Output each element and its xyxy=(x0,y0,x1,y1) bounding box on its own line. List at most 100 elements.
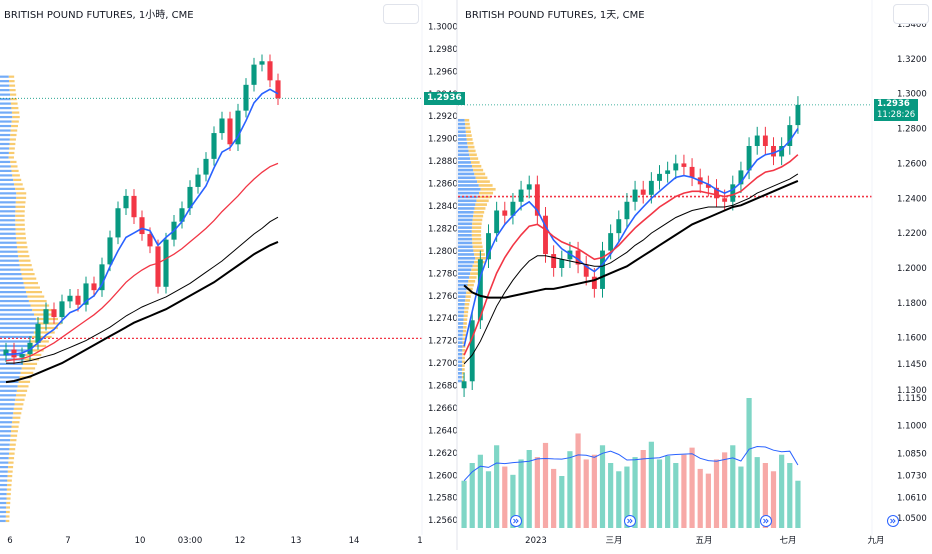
right-vp-bar xyxy=(458,168,474,172)
left-pane-menu-button[interactable] xyxy=(383,4,419,24)
left-vp-bar xyxy=(0,237,17,240)
event-marker-icon[interactable] xyxy=(510,515,522,527)
left-vp-bar xyxy=(11,120,19,123)
right-vp-bar xyxy=(458,279,469,283)
right-candle xyxy=(543,215,548,255)
right-vp-bar xyxy=(458,333,463,337)
event-marker-icon[interactable] xyxy=(887,515,899,527)
right-vp-bar xyxy=(458,295,466,298)
right-y-tick-label: 1.1150 xyxy=(897,394,927,404)
left-x-axis: 6 7 10 03:00 12 13 14 1 xyxy=(7,536,422,546)
left-vp-bar xyxy=(18,259,31,262)
left-vp-bar xyxy=(0,120,12,123)
right-volume-bar xyxy=(608,463,614,528)
right-event-markers xyxy=(510,515,899,527)
left-vp-bar xyxy=(0,223,16,226)
right-vp-bar xyxy=(461,379,465,383)
left-vp-bar xyxy=(30,304,50,307)
left-y-tick-label: 1.2740 xyxy=(428,314,458,324)
right-vp-bar xyxy=(458,126,466,130)
right-vp-bar xyxy=(458,253,475,256)
right-candle xyxy=(502,210,508,216)
event-marker-icon[interactable] xyxy=(624,515,636,527)
left-vp-bar xyxy=(0,421,13,424)
left-vp-bar xyxy=(0,340,31,343)
right-vp-bar xyxy=(467,141,474,145)
left-vp-bar xyxy=(18,255,30,258)
right-vp-bar xyxy=(463,314,468,318)
left-candle xyxy=(43,309,49,324)
left-x-tick-label: 03:00 xyxy=(178,536,203,546)
left-x-tick-label: 13 xyxy=(291,536,302,546)
left-vp-bar xyxy=(0,84,10,87)
left-vp-bar xyxy=(0,246,18,249)
right-vp-bar xyxy=(458,118,465,122)
right-vp-bar xyxy=(458,176,476,180)
right-vp-bar xyxy=(458,345,463,348)
right-vp-bar xyxy=(458,260,475,264)
right-volume-bar xyxy=(648,441,654,528)
left-vp-bar xyxy=(9,443,16,446)
left-vp-bar xyxy=(0,129,11,132)
left-vp-bar xyxy=(0,515,6,518)
right-pane-menu-button[interactable] xyxy=(893,4,929,24)
right-candle xyxy=(746,146,752,171)
right-volume-bar xyxy=(599,445,606,528)
left-vp-bar xyxy=(0,106,12,110)
left-vp-bar xyxy=(11,425,19,428)
left-x-tick-label: 10 xyxy=(135,536,146,546)
right-vp-bar xyxy=(458,241,473,245)
right-vp-bar xyxy=(472,245,483,249)
right-vp-bar xyxy=(458,149,469,153)
right-ma-slow xyxy=(463,173,799,365)
left-vp-bar xyxy=(0,178,14,181)
left-vp-bar xyxy=(0,147,10,150)
left-vp-bar xyxy=(0,250,18,253)
event-marker-icon[interactable] xyxy=(760,515,772,527)
right-volume-bar xyxy=(681,454,687,528)
left-vp-bar xyxy=(17,385,29,388)
left-vp-bar xyxy=(8,461,14,464)
left-vp-bar xyxy=(0,461,9,464)
right-volume-bar xyxy=(697,468,703,528)
right-vp-bar xyxy=(468,149,476,153)
left-candle xyxy=(51,309,57,318)
event-marker-chevron xyxy=(763,518,769,524)
left-vp-bar xyxy=(0,510,7,514)
left-vp-bar xyxy=(16,394,26,397)
right-candle xyxy=(486,233,491,260)
right-vp-bar xyxy=(458,349,463,352)
left-vp-bar xyxy=(9,89,16,92)
right-vp-bar xyxy=(458,368,463,371)
left-vp-bar xyxy=(0,196,17,199)
right-vp-bar xyxy=(464,306,469,310)
left-vp-bar xyxy=(38,322,62,325)
left-y-tick-label: 1.2980 xyxy=(428,45,458,55)
right-vp-bar xyxy=(458,283,468,287)
left-y-tick-label: 1.2880 xyxy=(428,157,458,167)
right-volume-bar xyxy=(746,398,752,528)
left-y-tick-label: 1.2640 xyxy=(428,426,458,436)
left-vp-bar xyxy=(0,290,27,294)
left-vp-bar xyxy=(9,84,16,87)
right-candle xyxy=(632,189,638,202)
left-vp-bar xyxy=(0,138,10,141)
left-vp-bar xyxy=(0,273,22,276)
left-y-tick-label: 1.2700 xyxy=(428,359,458,369)
right-last-price-label: 1.2936 xyxy=(874,98,919,110)
right-candle xyxy=(705,184,711,188)
right-countdown-label: 11:28:26 xyxy=(874,109,919,121)
right-vp-bar xyxy=(480,187,496,191)
left-last-price-label: 1.2936 xyxy=(424,92,465,106)
right-chart-title: BRITISH POUND FUTURES, 1天, CME xyxy=(465,10,645,21)
left-candle xyxy=(115,208,121,238)
left-vp-bar xyxy=(6,501,11,505)
right-vp-bar xyxy=(458,187,481,191)
left-y-tick-label: 1.2760 xyxy=(428,292,458,302)
left-x-tick-label: 14 xyxy=(349,536,360,546)
left-chart-title: BRITISH POUND FUTURES, 1小時, CME xyxy=(4,10,194,21)
right-volume-bar xyxy=(477,454,483,528)
left-vp-bar xyxy=(9,452,15,455)
right-vp-bar xyxy=(458,218,473,222)
right-x-axis: 2023 三月 五月 七月 九月 xyxy=(525,536,884,546)
